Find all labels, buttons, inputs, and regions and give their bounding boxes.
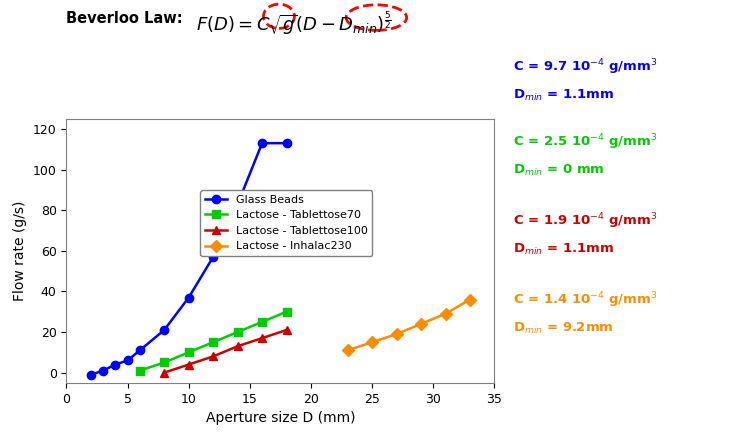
Lactose - Tablettose100: [209, 354, 218, 359]
Y-axis label: Flow rate (g/s): Flow rate (g/s): [13, 201, 27, 301]
Lactose - Tablettose70: [233, 330, 242, 335]
Glass Beads: [258, 140, 266, 146]
Line: Lactose - Tablettose70: Lactose - Tablettose70: [136, 308, 291, 375]
Glass Beads: [86, 372, 95, 378]
Text: D$_{min}$ = 0 mm: D$_{min}$ = 0 mm: [513, 163, 604, 178]
Lactose - Tablettose70: [160, 360, 169, 365]
Text: $F(D) = C\sqrt{g}(D - D_{min})^{\frac{5}{2}}$: $F(D) = C\sqrt{g}(D - D_{min})^{\frac{5}…: [196, 10, 391, 38]
Text: D$_{min}$ = 1.1mm: D$_{min}$ = 1.1mm: [513, 88, 614, 103]
Glass Beads: [160, 327, 169, 333]
Lactose - Tablettose70: [135, 368, 144, 373]
Text: D$_{min}$ = 1.1mm: D$_{min}$ = 1.1mm: [513, 242, 614, 257]
Lactose - Tablettose70: [258, 319, 266, 325]
Text: D$_{min}$ = 9.2mm: D$_{min}$ = 9.2mm: [513, 321, 613, 336]
Glass Beads: [209, 254, 218, 260]
Legend: Glass Beads, Lactose - Tablettose70, Lactose - Tablettose100, Lactose - Inhalac2: Glass Beads, Lactose - Tablettose70, Lac…: [201, 191, 372, 256]
Lactose - Inhalac230: [417, 321, 426, 326]
Lactose - Tablettose100: [233, 344, 242, 349]
Lactose - Tablettose100: [282, 327, 291, 333]
Lactose - Inhalac230: [441, 311, 450, 316]
Text: C = 2.5 10$^{-4}$ g/mm$^{3}$: C = 2.5 10$^{-4}$ g/mm$^{3}$: [513, 132, 658, 152]
Lactose - Tablettose100: [184, 362, 193, 367]
X-axis label: Aperture size D (mm): Aperture size D (mm): [206, 411, 355, 425]
Glass Beads: [111, 362, 120, 367]
Lactose - Tablettose70: [282, 309, 291, 314]
Line: Lactose - Tablettose100: Lactose - Tablettose100: [160, 326, 291, 377]
Glass Beads: [135, 348, 144, 353]
Text: Beverloo Law:: Beverloo Law:: [66, 11, 183, 26]
Lactose - Tablettose100: [258, 335, 266, 341]
Lactose - Inhalac230: [392, 331, 401, 337]
Lactose - Tablettose100: [160, 370, 169, 375]
Glass Beads: [99, 368, 108, 373]
Text: C = 9.7 10$^{-4}$ g/mm$^{3}$: C = 9.7 10$^{-4}$ g/mm$^{3}$: [513, 57, 658, 77]
Glass Beads: [184, 295, 193, 300]
Glass Beads: [282, 140, 291, 146]
Lactose - Tablettose70: [184, 350, 193, 355]
Glass Beads: [123, 358, 132, 363]
Lactose - Tablettose70: [209, 340, 218, 345]
Lactose - Inhalac230: [343, 348, 352, 353]
Line: Lactose - Inhalac230: Lactose - Inhalac230: [343, 295, 475, 355]
Glass Beads: [233, 202, 242, 207]
Text: C = 1.4 10$^{-4}$ g/mm$^{3}$: C = 1.4 10$^{-4}$ g/mm$^{3}$: [513, 290, 658, 310]
Lactose - Inhalac230: [368, 340, 376, 345]
Lactose - Inhalac230: [466, 297, 475, 302]
Text: C = 1.9 10$^{-4}$ g/mm$^{3}$: C = 1.9 10$^{-4}$ g/mm$^{3}$: [513, 211, 658, 231]
Line: Glass Beads: Glass Beads: [86, 139, 291, 379]
